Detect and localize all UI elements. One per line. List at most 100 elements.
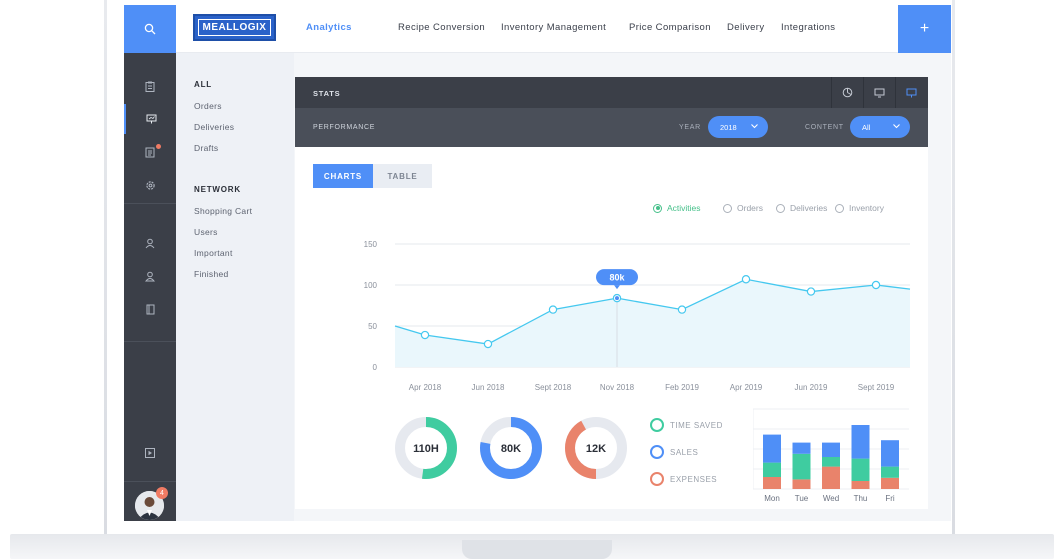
donut-value-label: 12K [586,443,606,455]
logo[interactable]: MEALLOGIX [193,14,276,41]
device-bezel-left [104,0,107,540]
sidebar-item-clipboard[interactable] [124,71,176,101]
filter-activities[interactable]: Activities [653,203,701,213]
sidebar-divider [124,341,176,342]
nav-integrations[interactable]: Integrations [781,22,836,33]
subnav-item-deliveries[interactable]: Deliveries [194,122,235,132]
play-icon [145,448,155,458]
bar-segment [763,477,781,489]
bar-segment [881,477,899,489]
content-label: CONTENT [805,124,844,131]
data-point [548,305,558,314]
book-icon [146,304,154,314]
sidebar-divider [124,481,176,482]
icon-sidebar: 4 [124,53,176,521]
sidebar-item-play[interactable] [124,438,176,468]
nav-analytics[interactable]: Analytics [306,22,352,33]
tab-charts[interactable]: CHARTS [313,164,373,188]
sidebar-item-settings[interactable] [124,170,176,200]
x-tick-label: Sept 2019 [858,383,895,392]
search-icon [144,23,156,35]
monitor-icon [874,88,885,97]
legend-expenses-label: EXPENSES [670,474,718,484]
sidebar-item-book[interactable] [124,294,176,324]
content-select[interactable]: All [850,116,910,138]
nav-delivery[interactable]: Delivery [727,22,765,33]
bar-segment [822,457,840,467]
year-label: YEAR [679,124,701,131]
legend-sales-label: SALES [670,447,699,457]
weekly-stacked-bar-chart: Mon Tue Wed Thu Fri [753,408,909,503]
logo-text: MEALLOGIX [197,19,272,36]
line-area [395,279,910,367]
y-tick-label: 0 [373,363,378,372]
filter-inventory-label: Inventory [849,203,884,213]
monitor-view-button[interactable] [863,77,895,108]
legend-time-saved: TIME SAVED [650,418,723,432]
sidebar-item-user[interactable] [124,228,176,258]
tooltip-pointer [614,285,620,290]
subnav-item-orders[interactable]: Orders [194,101,222,111]
x-tick-label: Thu [854,494,868,503]
bar-segment [792,442,811,454]
subnav-item-users[interactable]: Users [194,227,218,237]
legend-sales: SALES [650,445,698,459]
subnav-item-finished[interactable]: Finished [194,269,229,279]
tab-table[interactable]: TABLE [373,164,432,188]
pie-view-button[interactable] [831,77,863,108]
subnav-item-drafts[interactable]: Drafts [194,143,219,153]
x-tick-label: Apr 2018 [409,383,442,392]
laptop-base-notch [462,540,612,559]
data-point [420,330,430,340]
sidebar-item-document[interactable] [124,137,176,167]
bar-segment [851,481,870,489]
stats-header-bar: STATS [295,77,928,108]
filter-deliveries-label: Deliveries [790,203,828,213]
stats-panel: STATS PERFORMANCE YEAR 2018 CONTENT [295,77,928,509]
y-tick-label: 50 [368,322,377,331]
user-icon [145,238,155,248]
search-button[interactable] [124,5,176,53]
x-tick-label: Mon [764,494,780,503]
data-point [483,339,493,349]
filter-inventory[interactable]: Inventory [835,203,884,213]
add-button[interactable]: + [898,5,951,53]
bar-segment [763,434,781,463]
year-select[interactable]: 2018 [708,116,768,138]
donut-arc [395,417,457,479]
highlight-tooltip-label: 80k [609,273,625,283]
bar-segment [763,462,781,477]
radio-icon [776,203,785,213]
x-tick-label: Jun 2018 [472,383,505,392]
y-tick-label: 150 [364,240,378,249]
subnav-item-shopping-cart[interactable]: Shopping Cart [194,206,253,216]
donut-value-label: 110H [413,443,439,455]
filter-orders[interactable]: Orders [723,203,763,213]
sidebar-item-user-alt[interactable] [124,261,176,291]
filter-activities-label: Activities [667,203,701,213]
section-heading-network: NETWORK [194,185,241,194]
data-point [741,275,751,284]
bar-segment [851,425,870,459]
bar-segment [792,453,811,480]
donut-value-label: 80K [501,443,521,455]
bar-segment [881,466,899,478]
bar-segment [792,479,811,489]
nav-recipe-conversion[interactable]: Recipe Conversion [398,22,486,33]
x-tick-label: Tue [795,494,809,503]
subnav-item-important[interactable]: Important [194,248,233,258]
filter-deliveries[interactable]: Deliveries [776,203,827,213]
secondary-sidebar: ALL Orders Deliveries Drafts NETWORK Sho… [176,53,294,521]
user-photo-icon [135,491,164,520]
section-heading-all: ALL [194,80,212,89]
avatar-notification-badge: 4 [156,487,168,499]
plus-icon: + [919,20,930,37]
radio-icon [723,203,732,213]
radio-icon [835,203,844,213]
bar-segment [822,442,840,457]
nav-price-comparison[interactable]: Price Comparison [629,22,711,33]
stats-title: STATS [313,89,341,98]
sidebar-item-presentation[interactable] [124,104,176,134]
nav-inventory-management[interactable]: Inventory Management [501,22,607,33]
presentation-view-button[interactable] [895,77,927,108]
